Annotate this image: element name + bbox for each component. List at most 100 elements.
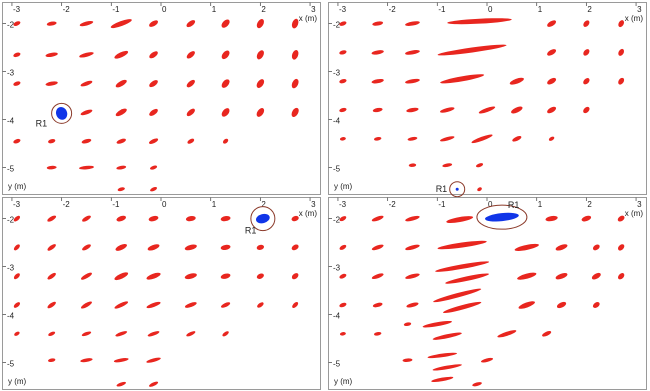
x-tick-label: 3 [637,200,642,209]
landmark-ellipse [545,215,558,222]
landmark-ellipse [618,48,625,56]
landmark-ellipse [113,358,129,363]
map-panel: -3 -2 -1 0 1 2 3 -2 -3 -4 -5 x (m) y (m) R1 [328,197,647,390]
landmark-ellipse [146,301,161,309]
x-tick-label: 2 [261,200,266,209]
landmark-ellipse [406,302,419,308]
landmark-ellipse [47,301,56,309]
panel-frame [328,2,647,195]
panel-frame [328,197,647,390]
x-tick-label: 1 [212,5,217,14]
x-tick-label: -3 [339,5,347,14]
landmark-ellipse [422,320,452,328]
robot-pose-ellipse [55,106,68,120]
x-tick-label: 0 [162,200,167,209]
y-tick-label: -4 [7,312,15,321]
x-tick-label: 0 [488,200,493,209]
x-tick-label: -2 [389,200,397,209]
x-tick-label: 3 [637,5,642,14]
landmark-ellipse [80,80,93,87]
landmark-ellipse [371,244,384,251]
landmark-ellipse [47,244,56,251]
landmark-ellipse [442,163,453,168]
landmark-ellipse [291,78,299,89]
landmark-ellipse [405,21,420,26]
landmark-ellipse [547,77,557,85]
landmark-ellipse [475,163,484,168]
landmark-ellipse [291,244,299,251]
landmark-ellipse [114,272,129,281]
y-tick-label: -2 [333,216,341,225]
landmark-ellipse [339,137,346,141]
robot-highlight-circle [250,206,276,232]
landmark-ellipse [186,79,195,88]
y-tick-label: -4 [333,312,341,321]
x-tick-label: -1 [112,200,120,209]
landmark-ellipse [339,107,347,113]
landmark-ellipse [547,20,557,27]
landmark-ellipse [13,273,20,280]
robot-label: R1 [508,200,520,210]
landmark-ellipse [556,301,567,309]
landmark-ellipse [339,244,347,250]
landmark-ellipse [445,273,490,284]
landmark-ellipse [555,244,568,251]
landmark-ellipse [220,216,231,222]
y-tick-label: -2 [7,21,15,30]
map-panel: -3 -2 -1 0 1 2 3 -2 -3 -4 -5 x (m) y (m) R1 [328,2,647,198]
landmark-ellipse [184,244,197,251]
landmark-ellipse [221,79,230,88]
y-tick-label: -5 [7,165,15,174]
x-tick-label: -1 [112,5,120,14]
landmark-ellipse [81,138,92,144]
landmark-ellipse [256,273,264,279]
landmark-ellipse [80,358,93,363]
landmark-ellipse [221,50,230,60]
landmark-ellipse [148,381,159,387]
landmark-ellipse [186,108,195,117]
landmark-ellipse [432,364,462,371]
landmark-ellipse [547,49,557,56]
x-tick-label: -2 [389,5,397,14]
landmark-ellipse [472,382,482,387]
robot-label: R1 [245,226,257,236]
y-tick-label: -5 [333,165,341,174]
landmark-ellipse [497,330,517,338]
landmark-ellipse [220,273,231,279]
landmark-ellipse [371,78,384,84]
landmark-ellipse [291,18,299,29]
landmark-ellipse [115,331,128,337]
landmark-ellipse [339,332,346,336]
landmark-ellipse [80,301,92,309]
x-tick-label: -1 [438,200,446,209]
x-axis-label: x (m) [299,14,318,23]
landmark-ellipse [185,216,196,222]
x-tick-label: -3 [13,5,21,14]
landmark-ellipse [256,50,264,60]
y-tick-label: -2 [333,21,341,30]
landmark-ellipse [116,381,126,387]
y-axis-label: y (m) [334,377,353,386]
landmark-ellipse [511,106,523,114]
landmark-ellipse [48,331,56,337]
landmark-ellipse [291,107,299,117]
landmark-ellipse [371,273,384,280]
robot-pose-ellipse [455,187,459,191]
landmark-ellipse [406,107,419,113]
landmark-ellipse [147,244,160,251]
landmark-ellipse [442,301,482,313]
landmark-ellipse [478,106,496,114]
x-tick-label: 1 [538,200,543,209]
landmark-ellipse [79,20,94,27]
x-tick-label: -3 [13,200,21,209]
landmark-ellipse [256,19,264,29]
landmark-ellipse [48,358,56,363]
landmark-ellipse [47,272,56,280]
landmark-ellipse [80,109,93,116]
landmark-ellipse [82,215,91,222]
landmark-ellipse [372,302,383,308]
landmark-ellipse [13,215,21,222]
landmark-ellipse [256,107,265,117]
landmark-ellipse [405,215,420,222]
